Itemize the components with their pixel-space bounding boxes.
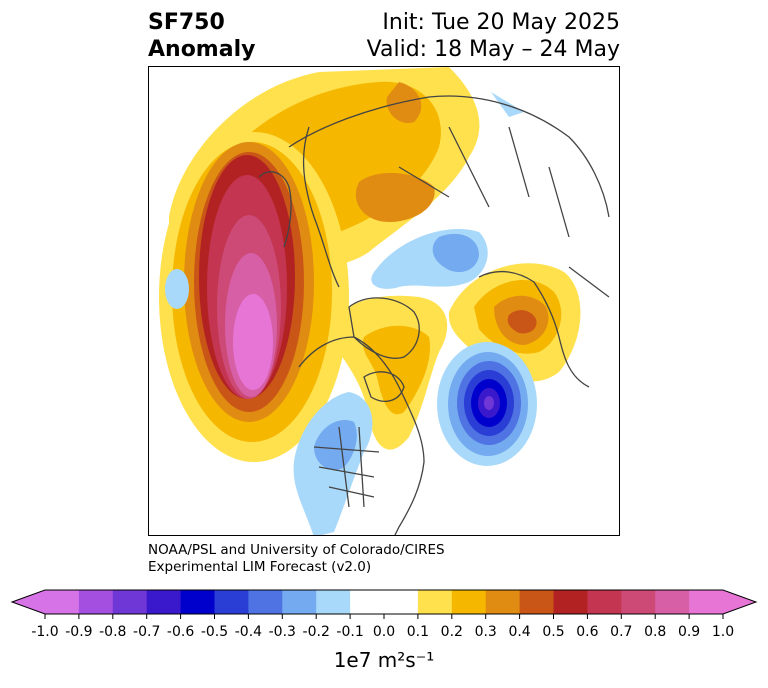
colorbar-cell — [112, 590, 148, 614]
date-title: Init: Tue 20 May 2025 Valid: 18 May – 24… — [366, 10, 620, 62]
variable-title: SF750 Anomaly — [148, 10, 256, 62]
coastline-asia — [288, 95, 610, 218]
colorbar-tick-label: 0.0 — [373, 624, 395, 640]
coastline-alaska — [258, 171, 292, 248]
colorbar-cell — [146, 590, 182, 614]
colorbar-tick-label: -0.1 — [336, 624, 363, 640]
colorbar-cell — [621, 590, 656, 614]
colorbar-tick-label: -0.3 — [269, 624, 296, 640]
colorbar-tick-label: 1.0 — [712, 624, 734, 640]
border-grid-1 — [398, 126, 610, 298]
colorbar-tick-label: -0.9 — [65, 624, 92, 640]
colorbar-cell — [689, 590, 724, 614]
colorbar-cell — [78, 590, 114, 614]
colorbar-tick-label: 0.4 — [508, 624, 530, 640]
colorbar-over-arrow — [723, 590, 756, 614]
colorbar-cell — [248, 590, 283, 614]
colorbar-tick-label: 0.2 — [441, 624, 463, 640]
colorbar-cell — [519, 590, 554, 614]
anomaly-ridge-violet — [233, 294, 273, 390]
negative-anomaly-fields — [165, 92, 537, 535]
colorbar-tick-label: -0.8 — [99, 624, 126, 640]
anomaly-europe-darkorange — [507, 310, 537, 334]
colorbar-tick-label: -1.0 — [31, 624, 58, 640]
credit-text: NOAA/PSL and University of Colorado/CIRE… — [148, 542, 445, 575]
colorbar-cell — [282, 590, 317, 614]
border-grid-2 — [313, 426, 380, 508]
colorbar-cell — [384, 590, 419, 614]
colorbar-tick-label: 0.5 — [542, 624, 564, 640]
colorbar-tick-label: 0.6 — [576, 624, 598, 640]
colorbar-cell — [180, 590, 215, 614]
colorbar-cells — [10, 589, 758, 615]
colorbar-tick-label: 0.9 — [678, 624, 700, 640]
colorbar-cell — [451, 590, 487, 614]
anomaly-orange-north — [355, 172, 435, 222]
colorbar-tick-label: -0.4 — [235, 624, 262, 640]
colorbar-tick-label: 0.3 — [475, 624, 497, 640]
colorbar-cell — [417, 590, 453, 614]
colorbar-cell — [485, 590, 521, 614]
colorbar-cell — [45, 590, 80, 614]
coastline-north-america — [298, 336, 425, 535]
anomaly-map — [148, 66, 620, 536]
colorbar-ticks: -1.0 -0.9 -0.8 -0.7 -0.6 -0.5 -0.4 -0.3 -0.2 -0.1… — [31, 614, 734, 640]
colorbar-unit-label: 1e7 m²s⁻¹ — [0, 648, 768, 672]
coastline-greenland — [348, 297, 420, 359]
anomaly-us-mid — [314, 419, 357, 471]
colorbar-tick-label: 0.1 — [407, 624, 429, 640]
colorbar-tick-label: -0.7 — [133, 624, 160, 640]
colorbar-tick-label: -0.5 — [201, 624, 228, 640]
coastline-hudson — [363, 371, 405, 402]
coastlines-and-borders — [258, 95, 610, 535]
colorbar-tick-label: -0.2 — [303, 624, 330, 640]
colorbar-cell — [316, 590, 351, 614]
coastline-europe — [478, 270, 590, 388]
colorbar-cell — [655, 590, 690, 614]
colorbar-tick-label: 0.7 — [610, 624, 632, 640]
anomaly-spot-west — [165, 269, 189, 309]
colorbar-cell — [587, 590, 622, 614]
colorbar-cell — [350, 590, 385, 614]
colorbar-cell — [214, 590, 249, 614]
colorbar-cell — [553, 590, 588, 614]
colorbar-under-arrow — [12, 590, 45, 614]
colorbar-tick-label: 0.8 — [644, 624, 666, 640]
coastline-siberia — [302, 126, 340, 288]
unit-text: 1e7 m²s⁻¹ — [333, 648, 435, 672]
map-svg — [159, 67, 610, 535]
anomaly-spot-northeast — [491, 92, 524, 117]
anomaly-trough-7 — [484, 396, 494, 410]
colorbar-tick-label: -0.6 — [167, 624, 194, 640]
colorbar: -1.0 -0.9 -0.8 -0.7 -0.6 -0.5 -0.4 -0.3 -0.2 -0.1… — [10, 589, 758, 640]
anomaly-siberia-mid — [432, 233, 479, 273]
